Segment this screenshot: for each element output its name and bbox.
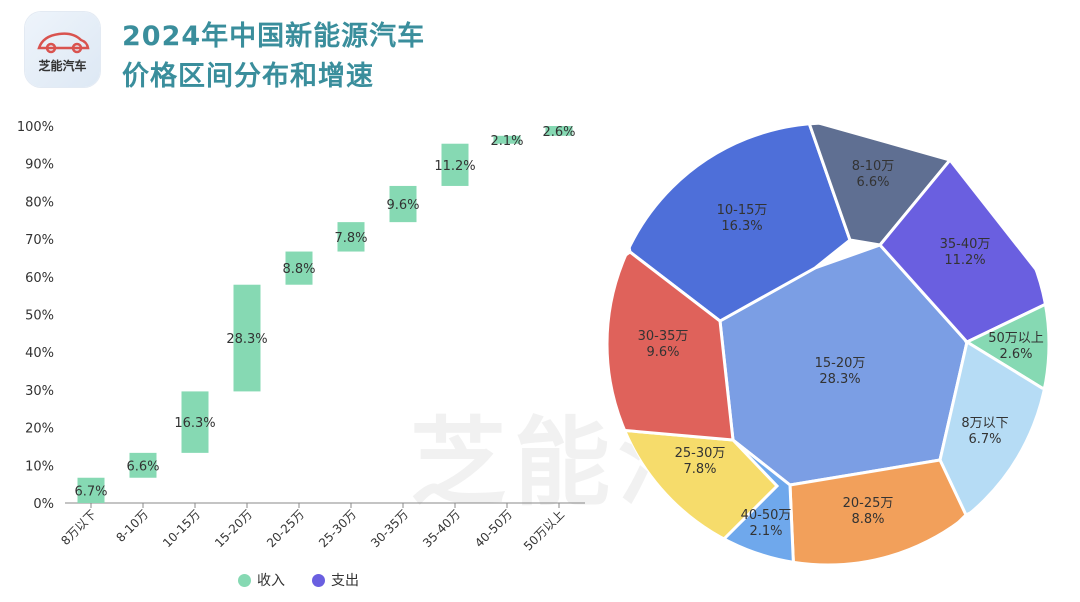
waterfall-bar <box>285 251 313 285</box>
x-tick-label: 50万以上 <box>521 507 567 553</box>
waterfall-bar <box>337 222 365 252</box>
legend-dot <box>312 574 325 587</box>
y-tick-label: 20% <box>25 422 54 437</box>
bar-data-label: 8.8% <box>282 262 315 277</box>
waterfall-bar <box>441 143 469 186</box>
y-tick-label: 40% <box>25 346 54 361</box>
legend-label: 支出 <box>331 573 359 589</box>
logo: 芝能汽车 <box>25 12 100 87</box>
waterfall-bar <box>493 135 521 144</box>
pie-cell <box>963 298 1048 392</box>
bar-data-label: 2.1% <box>490 134 523 149</box>
waterfall-bar <box>77 477 105 503</box>
x-tick-label: 8万以下 <box>58 507 99 548</box>
slice-label: 40-50万 <box>741 508 792 523</box>
x-tick-label: 40-50万 <box>472 507 515 550</box>
slice-value: 8.8% <box>851 512 884 527</box>
legend-item-expense[interactable]: 支出 <box>312 570 359 590</box>
y-tick-label: 30% <box>25 384 54 399</box>
y-tick-label: 70% <box>25 233 54 248</box>
page-subtitle: 价格区间分布和增速 <box>122 61 374 92</box>
slice-label: 35-40万 <box>940 237 991 252</box>
bar-data-label: 6.6% <box>126 459 159 474</box>
pie-cell <box>608 250 735 474</box>
slice-value: 9.6% <box>646 345 679 360</box>
x-tick-label: 10-15万 <box>160 507 203 550</box>
x-tick-label: 30-35万 <box>368 507 411 550</box>
y-tick-label: 0% <box>33 497 54 512</box>
page-title: 2024年中国新能源汽车 <box>122 21 426 52</box>
y-tick-label: 50% <box>25 309 54 324</box>
bar-data-label: 7.8% <box>334 231 367 246</box>
car-logo-icon: 芝能汽车 <box>37 32 90 73</box>
slice-value: 16.3% <box>721 219 762 234</box>
bar-data-label: 2.6% <box>542 125 575 140</box>
pie-cells <box>608 124 1048 564</box>
bar-data-label: 28.3% <box>226 332 267 347</box>
slice-label: 25-30万 <box>675 446 726 461</box>
waterfall-bar <box>545 126 573 136</box>
waterfall-bar <box>181 391 209 453</box>
x-tick-label: 25-30万 <box>316 507 359 550</box>
slice-value: 11.2% <box>944 253 985 268</box>
waterfall-chart: 0% 10% 20% 30% 40% 50% 60% 70% 80% 90% 100% 6.7% 8万以… <box>17 120 585 553</box>
slice-value: 6.7% <box>968 432 1001 447</box>
slice-label: 30-35万 <box>638 329 689 344</box>
waterfall-bar <box>129 452 157 478</box>
slice-label: 20-25万 <box>843 496 894 511</box>
slice-value: 28.3% <box>819 372 860 387</box>
slice-label: 15-20万 <box>815 356 866 371</box>
bar-data-label: 6.7% <box>74 484 107 499</box>
slice-label: 10-15万 <box>717 203 768 218</box>
slice-value: 2.1% <box>749 524 782 539</box>
waterfall-bar <box>389 185 417 223</box>
x-tick-label: 8-10万 <box>113 507 151 545</box>
y-tick-label: 100% <box>17 120 54 135</box>
bar-data-label: 9.6% <box>386 198 419 213</box>
legend-dot <box>238 574 251 587</box>
slice-label: 50万以上 <box>988 331 1044 346</box>
slice-label: 8万以下 <box>961 416 1008 431</box>
slice-value: 2.6% <box>999 347 1032 362</box>
x-tick-label: 20-25万 <box>264 507 307 550</box>
pie-outline <box>607 123 1049 565</box>
y-tick-label: 10% <box>25 459 54 474</box>
legend-item-income[interactable]: 收入 <box>238 570 285 590</box>
x-tick-label: 15-20万 <box>212 507 255 550</box>
pie-cell <box>788 458 968 564</box>
y-tick-label: 90% <box>25 158 54 173</box>
x-tick-label: 35-40万 <box>420 507 463 550</box>
slice-value: 6.6% <box>856 175 889 190</box>
y-tick-label: 80% <box>25 195 54 210</box>
y-tick-label: 60% <box>25 271 54 286</box>
waterfall-bar <box>233 284 261 392</box>
bar-data-label: 16.3% <box>174 416 215 431</box>
slice-value: 7.8% <box>683 462 716 477</box>
logo-text: 芝能汽车 <box>38 58 86 73</box>
slice-label: 8-10万 <box>852 159 895 174</box>
bar-data-label: 11.2% <box>434 159 475 174</box>
legend-label: 收入 <box>257 573 285 589</box>
